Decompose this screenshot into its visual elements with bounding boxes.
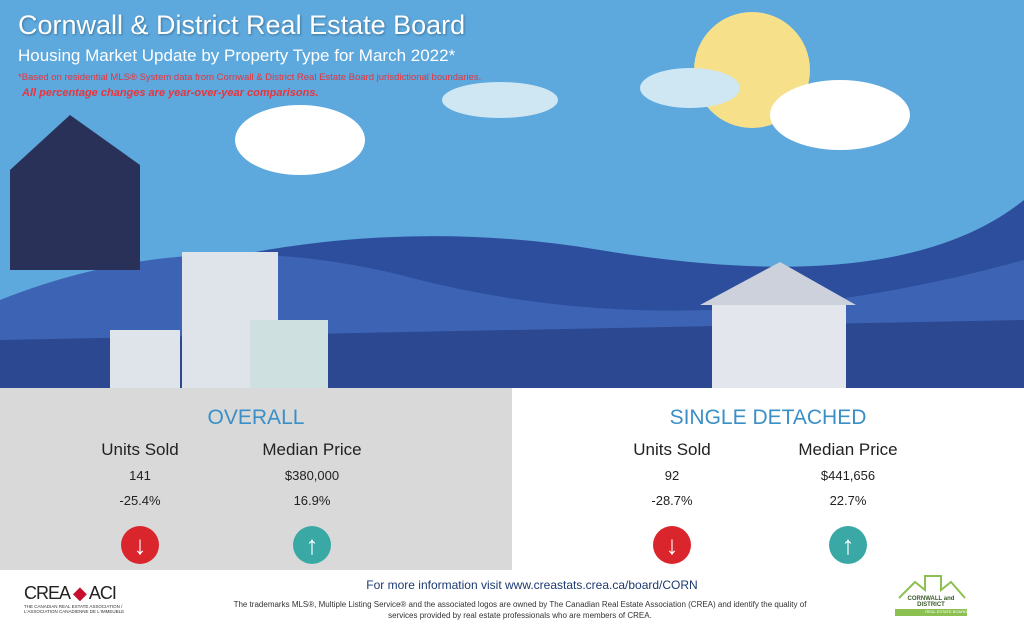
cloud xyxy=(442,82,558,118)
arrow-up-icon: ↑ xyxy=(829,526,867,564)
board-logo: CORNWALL and DISTRICT REAL ESTATE BOARD xyxy=(895,570,967,620)
stat-label: Units Sold xyxy=(633,440,711,459)
stat-change: -25.4% xyxy=(119,493,161,508)
stat-change: -28.7% xyxy=(651,493,693,508)
header-illustration: Cornwall & District Real Estate Board Ho… xyxy=(0,0,1024,388)
cloud xyxy=(770,80,910,150)
arrow-up-icon: ↑ xyxy=(293,526,331,564)
stat-label: Median Price xyxy=(262,440,362,459)
stat-value: $441,656 xyxy=(820,468,876,483)
board-logo-sub: REAL ESTATE BOARD xyxy=(895,609,967,616)
median-price-stat: Median Price $380,000 16.9% ↑ xyxy=(232,440,392,564)
detached-house xyxy=(712,300,846,388)
more-info-link[interactable]: For more information visit www.creastats… xyxy=(366,578,698,592)
overall-panel: OVERALL Units Sold 141 -25.4% ↓ Median P… xyxy=(0,388,512,570)
comparison-note: All percentage changes are year-over-yea… xyxy=(22,87,319,99)
trademark-notice: The trademarks MLS®, Multiple Listing Se… xyxy=(233,600,807,620)
cloud xyxy=(640,68,740,108)
data-source-note: *Based on residential MLS® System data f… xyxy=(18,72,482,83)
house xyxy=(110,330,180,388)
cloud xyxy=(235,105,365,175)
stat-change: 16.9% xyxy=(293,493,331,508)
single-detached-panel: SINGLE DETACHED Units Sold 92 -28.7% ↓ M… xyxy=(512,388,1024,570)
page-subtitle: Housing Market Update by Property Type f… xyxy=(18,46,456,65)
stat-value: $380,000 xyxy=(284,468,340,483)
crea-logo: CREA ◆ ACI THE CANADIAN REAL ESTATE ASSO… xyxy=(24,583,129,614)
section-title: OVERALL xyxy=(207,406,305,429)
hillside-house xyxy=(10,115,140,270)
stat-value: 141 xyxy=(129,468,151,483)
arrow-down-icon: ↓ xyxy=(121,526,159,564)
landscape-illustration xyxy=(0,12,1024,388)
board-logo-name: CORNWALL and DISTRICT xyxy=(907,596,955,608)
stat-label: Units Sold xyxy=(101,440,179,459)
page-title: Cornwall & District Real Estate Board xyxy=(18,10,466,40)
median-price-stat: Median Price $441,656 22.7% ↑ xyxy=(768,440,928,564)
arrow-down-icon: ↓ xyxy=(653,526,691,564)
stat-value: 92 xyxy=(664,468,680,483)
crea-logo-subtitle: THE CANADIAN REAL ESTATE ASSOCIATION / L… xyxy=(24,604,125,614)
stat-change: 22.7% xyxy=(829,493,867,508)
units-sold-stat: Units Sold 92 -28.7% ↓ xyxy=(592,440,752,564)
townhouses xyxy=(250,320,328,388)
units-sold-stat: Units Sold 141 -25.4% ↓ xyxy=(60,440,220,564)
stat-label: Median Price xyxy=(798,440,898,459)
section-title: SINGLE DETACHED xyxy=(669,406,867,429)
